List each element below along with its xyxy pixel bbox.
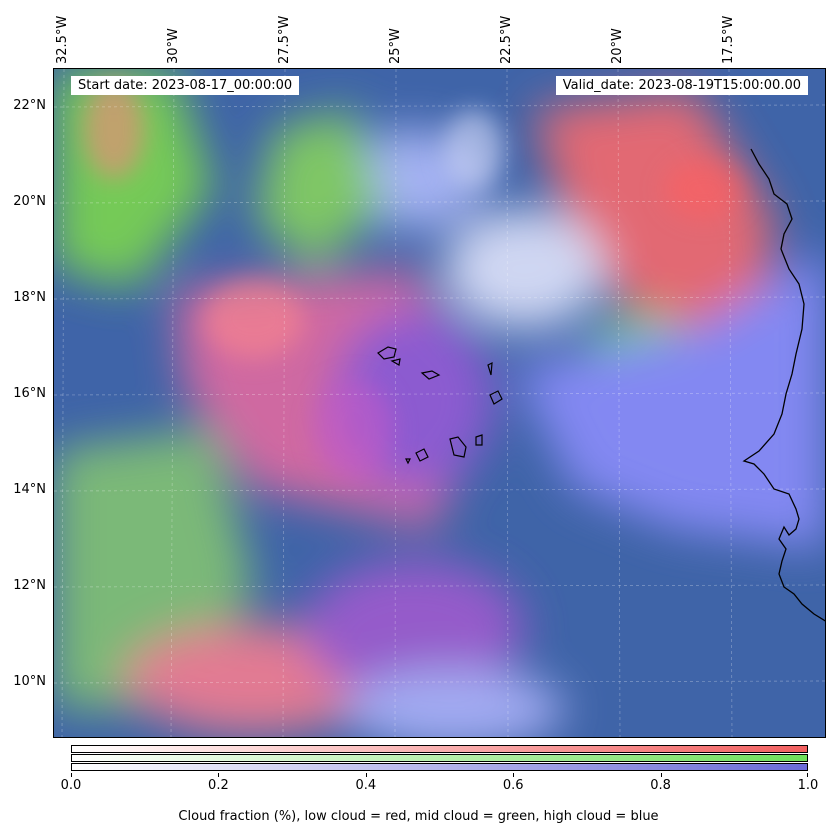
longitude-label: 20°W — [610, 28, 625, 64]
colorbar-tick-mark — [71, 773, 72, 777]
colorbar-tick-mark — [660, 773, 662, 777]
colorbar-mid-cloud — [71, 754, 808, 762]
longitude-label: 27.5°W — [277, 15, 292, 64]
latitude-label: 18°N — [13, 290, 46, 305]
longitude-label: 25°W — [388, 28, 403, 64]
latitude-label: 12°N — [13, 578, 46, 593]
longitude-label: 32.5°W — [55, 15, 70, 64]
colorbar-tick-mark — [807, 773, 808, 777]
colorbar-label: Cloud fraction (%), low cloud = red, mid… — [178, 809, 659, 824]
colorbar-low-cloud — [71, 745, 808, 753]
longitude-label: 30°W — [166, 28, 181, 64]
cape-verde-islands — [377, 346, 503, 465]
map-panel — [53, 68, 826, 738]
colorbar-tick-mark — [365, 773, 367, 777]
latitude-label: 22°N — [13, 98, 46, 113]
colorbar-tick-label: 0.4 — [355, 778, 377, 793]
colorbar-high-cloud — [71, 763, 808, 771]
colorbar-tick-label: 0.0 — [60, 778, 82, 793]
latitude-label: 16°N — [13, 386, 46, 401]
latitude-label: 10°N — [13, 674, 46, 689]
valid-date-label: Valid_date: 2023-08-19T15:00:00.00 — [555, 76, 808, 95]
colorbar-tick-label: 0.8 — [650, 778, 671, 793]
longitude-label: 22.5°W — [499, 15, 514, 64]
latitude-label: 20°N — [13, 194, 46, 209]
graticule — [54, 69, 825, 737]
start-date-label: Start date: 2023-08-17_00:00:00 — [71, 76, 300, 95]
colorbar-tick-mark — [218, 773, 220, 777]
colorbar-tick-mark — [513, 773, 515, 777]
colorbar-tick-label: 0.6 — [502, 778, 524, 793]
cloud-fraction-field — [54, 69, 825, 737]
colorbar-tick-label: 0.2 — [208, 778, 229, 793]
coastline-africa — [742, 148, 825, 622]
colorbar — [71, 745, 808, 773]
longitude-label: 17.5°W — [721, 15, 736, 64]
latitude-label: 14°N — [13, 482, 46, 497]
colorbar-tick-label: 1.0 — [797, 778, 819, 793]
